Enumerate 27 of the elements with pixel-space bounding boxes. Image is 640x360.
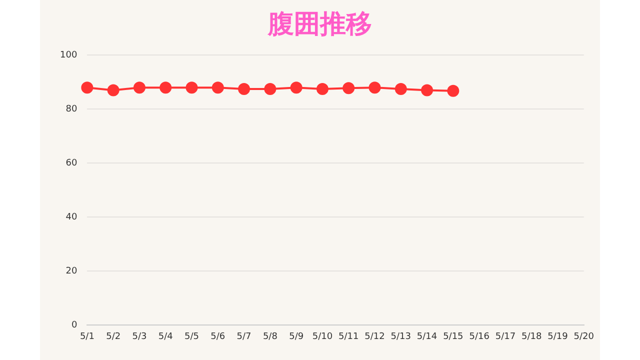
chart-title: 腹囲推移 — [267, 9, 372, 40]
x-tick-label: 5/15 — [443, 332, 464, 342]
x-tick-label: 5/9 — [289, 332, 304, 342]
x-tick-label: 5/13 — [390, 332, 412, 342]
y-tick-label: 20 — [66, 266, 78, 277]
y-tick-label: 40 — [66, 212, 78, 223]
x-tick-label: 5/14 — [416, 332, 438, 342]
x-tick-label: 5/4 — [158, 332, 174, 342]
x-tick-label: 5/11 — [338, 332, 359, 342]
x-tick-label: 5/1 — [80, 332, 94, 342]
x-tick-label: 5/19 — [548, 332, 568, 342]
x-tick-label: 5/10 — [312, 332, 333, 342]
x-tick-label: 5/5 — [184, 332, 199, 342]
x-tick-label: 5/17 — [495, 332, 516, 342]
y-tick-label: 100 — [60, 50, 78, 61]
x-tick-label: 5/8 — [262, 332, 278, 342]
y-tick-label: 80 — [66, 104, 78, 115]
y-tick-label: 0 — [71, 320, 78, 331]
x-tick-label: 5/7 — [236, 332, 252, 342]
x-tick-label: 5/2 — [106, 332, 121, 342]
x-tick-label: 5/12 — [364, 332, 385, 342]
y-tick-label: 60 — [66, 158, 78, 169]
x-tick-label: 5/20 — [574, 332, 594, 342]
x-tick-label: 5/18 — [522, 332, 542, 342]
x-tick-label: 5/6 — [210, 332, 226, 342]
x-tick-label: 5/16 — [469, 332, 490, 342]
x-tick-label: 5/3 — [132, 332, 147, 342]
